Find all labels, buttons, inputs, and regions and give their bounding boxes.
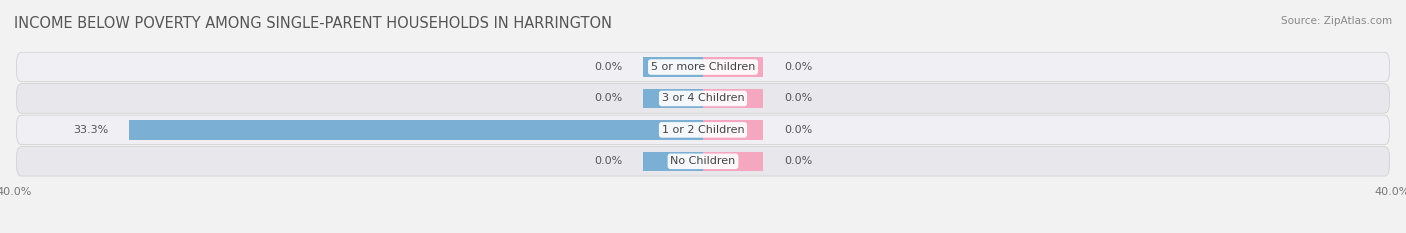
Text: 33.3%: 33.3% (73, 125, 108, 135)
Bar (703, 89, 763, 108)
Text: 0.0%: 0.0% (593, 93, 621, 103)
Text: 1 or 2 Children: 1 or 2 Children (662, 125, 744, 135)
Text: 5 or more Children: 5 or more Children (651, 62, 755, 72)
Bar (643, 89, 703, 108)
Text: INCOME BELOW POVERTY AMONG SINGLE-PARENT HOUSEHOLDS IN HARRINGTON: INCOME BELOW POVERTY AMONG SINGLE-PARENT… (14, 16, 612, 31)
Text: 0.0%: 0.0% (593, 62, 621, 72)
FancyBboxPatch shape (17, 52, 1389, 82)
Text: 0.0%: 0.0% (785, 62, 813, 72)
Bar (703, 120, 763, 140)
Text: No Children: No Children (671, 156, 735, 166)
FancyBboxPatch shape (17, 84, 1389, 113)
FancyBboxPatch shape (17, 147, 1389, 176)
FancyBboxPatch shape (17, 115, 1389, 145)
Text: Source: ZipAtlas.com: Source: ZipAtlas.com (1281, 16, 1392, 26)
Text: 3 or 4 Children: 3 or 4 Children (662, 93, 744, 103)
Text: 0.0%: 0.0% (785, 93, 813, 103)
Bar (643, 57, 703, 77)
Bar (703, 152, 763, 171)
Text: 0.0%: 0.0% (785, 156, 813, 166)
Text: 0.0%: 0.0% (593, 156, 621, 166)
Bar (129, 120, 703, 140)
Bar (703, 57, 763, 77)
Bar (643, 152, 703, 171)
Text: 0.0%: 0.0% (785, 125, 813, 135)
